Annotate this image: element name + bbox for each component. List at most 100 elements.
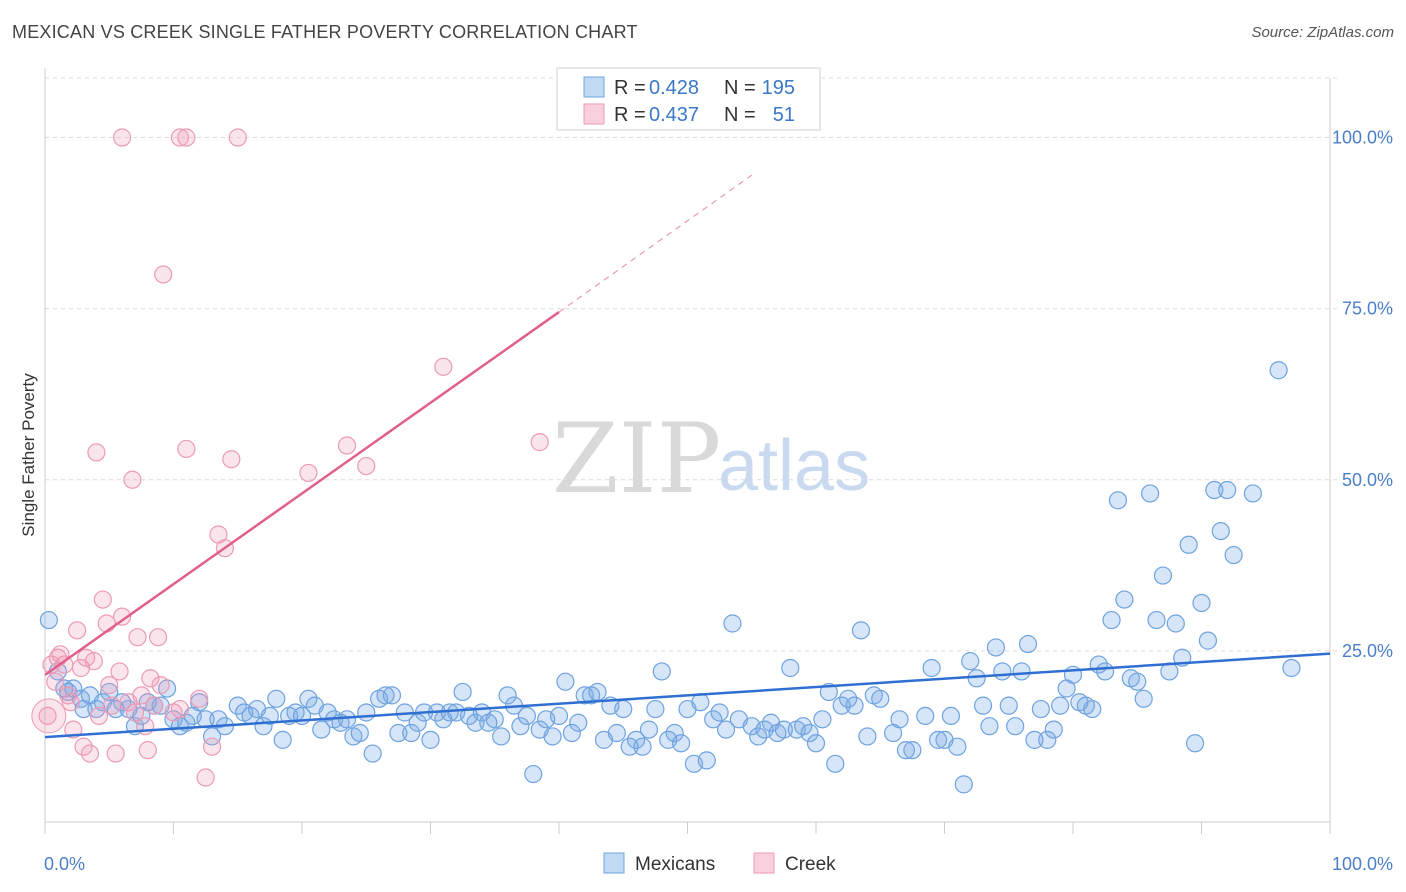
- mexicans-point-117: [800, 723, 819, 743]
- creek-point-16: [89, 706, 109, 726]
- mexicans-point-102: [697, 751, 716, 770]
- mexicans-point-150: [1025, 730, 1044, 749]
- creek-point-41: [202, 737, 222, 756]
- legend-r-value-1: 0.428: [649, 77, 699, 99]
- source-label: Source: ZipAtlas.com: [1251, 24, 1394, 41]
- creek-point-32: [145, 696, 164, 715]
- mexicans-point-176: [1192, 593, 1211, 613]
- watermark-atlas: atlas: [718, 426, 870, 506]
- creek-point-11: [74, 737, 93, 756]
- mexicans-point-98: [671, 734, 691, 753]
- creek-point-2: [46, 672, 65, 691]
- mexicans-point-140: [961, 652, 980, 671]
- creek-point-14: [84, 652, 103, 671]
- creek-point-large: [31, 698, 67, 734]
- chart-title: MEXICAN VS CREEK SINGLE FATHER POVERTY C…: [12, 22, 638, 42]
- trend-lines: [44, 174, 1331, 739]
- mexicans-point-91: [626, 730, 646, 749]
- mexicans-point-141: [967, 669, 986, 688]
- mexicans-point-29: [228, 696, 247, 715]
- mexicans-point-105: [716, 720, 736, 739]
- mexicans-point-97: [665, 723, 684, 743]
- mexicans-point-34: [260, 706, 279, 726]
- creek-point-26: [125, 703, 145, 722]
- mexicans-point-101: [691, 693, 710, 712]
- mexicans-point-168: [1140, 484, 1160, 503]
- mexicans-point-130: [890, 710, 909, 729]
- mexicans-point-43: [318, 703, 337, 722]
- mexicans-point-94: [646, 699, 665, 719]
- mexicans-point-121: [826, 754, 845, 773]
- creek-point-49: [434, 357, 453, 376]
- mexicans-point-143: [980, 717, 999, 736]
- mexicans-point-49: [357, 703, 376, 722]
- creek-point-9: [68, 621, 87, 640]
- legend-n-value-1: 195: [762, 77, 795, 99]
- creek-point-45: [228, 128, 247, 147]
- legend-n-label-1: N =: [724, 77, 756, 99]
- mexicans-point-151: [1031, 699, 1050, 719]
- creek-point-39: [190, 689, 209, 708]
- creek-point-0: [38, 706, 57, 726]
- creek-point-40: [196, 768, 215, 787]
- mexicans-point-125: [851, 621, 871, 640]
- creek-point-27: [128, 628, 147, 647]
- mexicans-point-184: [1282, 658, 1301, 678]
- mexicans-point-88: [607, 723, 626, 743]
- mexicans-point-12: [112, 693, 132, 712]
- mexicans-point-164: [1115, 590, 1134, 609]
- mexicans-point-81: [562, 723, 581, 743]
- mexicans-point-174: [1179, 535, 1198, 554]
- creek-point-18: [97, 614, 116, 633]
- mexicans-point-57: [408, 713, 427, 732]
- mexicans-point-159: [1083, 699, 1102, 719]
- bottom-legend-swatch-mexicans: [603, 852, 625, 874]
- bottom-legend-creek: Creek: [785, 854, 836, 875]
- legend-swatch-mexicans: [583, 76, 605, 98]
- mexicans-point-147: [1006, 717, 1025, 736]
- mexicans-point-177: [1198, 631, 1218, 650]
- mexicans-point-95: [652, 662, 671, 681]
- mexicans-point-152: [1038, 730, 1057, 749]
- mexicans-point-75: [524, 764, 543, 784]
- mexicans-point-183: [1269, 361, 1288, 380]
- creek-point-7: [61, 693, 80, 712]
- mexicans-point-167: [1134, 689, 1153, 708]
- creek-point-28: [132, 686, 151, 705]
- mexicans-point-181: [1224, 545, 1243, 565]
- creek-point-47: [337, 436, 357, 455]
- mexicans-point-166: [1128, 672, 1147, 691]
- mexicans-point-85: [588, 682, 607, 702]
- creek-point-19: [100, 676, 119, 695]
- mexicans-point-69: [485, 710, 504, 729]
- mexicans-point-137: [941, 706, 961, 726]
- mexicans-point-113: [774, 720, 793, 739]
- creek-point-20: [102, 696, 121, 715]
- creek-point-33: [148, 628, 168, 647]
- creek-point-50: [530, 433, 549, 452]
- mexicans-point-78: [543, 727, 562, 746]
- mexicans-point-132: [903, 741, 922, 760]
- mexicans-point-162: [1102, 610, 1121, 630]
- creek-point-48: [357, 456, 376, 476]
- bottom-legend-swatch-creek: [753, 852, 775, 874]
- mexicans-point-64: [453, 682, 472, 702]
- creek-point-22: [110, 662, 129, 681]
- creek-point-30: [138, 741, 157, 760]
- y-tick-label-2: 75.0%: [1342, 299, 1393, 319]
- mexicans-point-73: [511, 717, 530, 736]
- mexicans-point-71: [498, 686, 517, 705]
- y-axis-label: Single Father Poverty: [19, 373, 38, 537]
- mexicans-point-109: [749, 727, 768, 746]
- legend: R = 0.428 N = 195 R = 0.437 N = 51: [556, 67, 821, 131]
- mexicans-point-128: [871, 689, 890, 708]
- mexicans-point-145: [993, 662, 1012, 681]
- mexicans-point-114: [781, 658, 800, 678]
- y-tick-label-3: 100.0%: [1332, 128, 1393, 148]
- creek-trend-line: [44, 311, 560, 676]
- legend-r-label-2: R =: [614, 104, 646, 126]
- axes: [44, 68, 1331, 834]
- mexicans-point-146: [999, 696, 1018, 715]
- mexicans-point-90: [620, 737, 639, 756]
- creek-point-53: [177, 128, 196, 147]
